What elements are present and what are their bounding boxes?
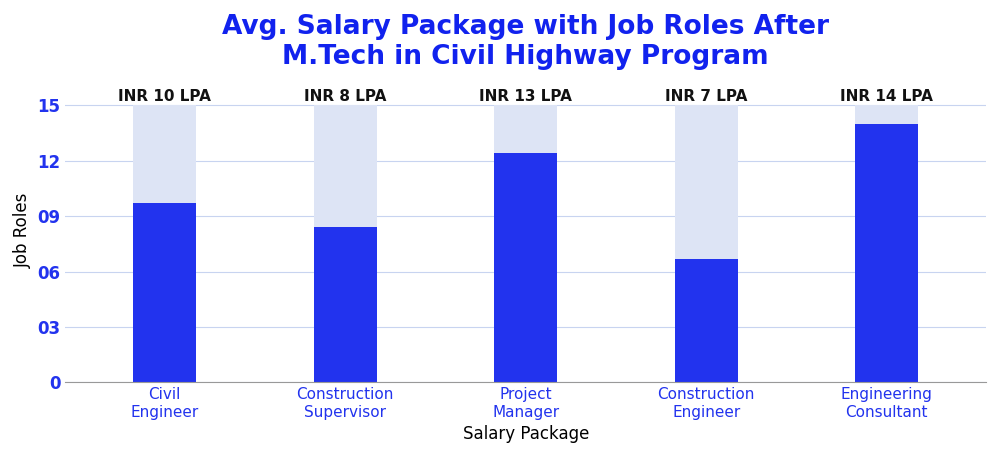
- Text: INR 13 LPA: INR 13 LPA: [479, 89, 572, 104]
- Text: INR 14 LPA: INR 14 LPA: [840, 89, 933, 104]
- Y-axis label: Job Roles: Job Roles: [14, 192, 32, 268]
- Bar: [675, 106, 738, 383]
- Bar: [675, 259, 738, 383]
- Text: INR 8 LPA: INR 8 LPA: [304, 89, 386, 104]
- Bar: [314, 106, 377, 383]
- Text: INR 10 LPA: INR 10 LPA: [118, 89, 211, 104]
- Title: Avg. Salary Package with Job Roles After
M.Tech in Civil Highway Program: Avg. Salary Package with Job Roles After…: [222, 14, 829, 70]
- Bar: [855, 124, 918, 383]
- Bar: [133, 106, 196, 383]
- Bar: [314, 227, 377, 383]
- Bar: [855, 106, 918, 383]
- X-axis label: Salary Package: Salary Package: [463, 425, 589, 443]
- Bar: [494, 154, 557, 383]
- Bar: [133, 203, 196, 383]
- Text: INR 7 LPA: INR 7 LPA: [665, 89, 747, 104]
- Bar: [494, 106, 557, 383]
